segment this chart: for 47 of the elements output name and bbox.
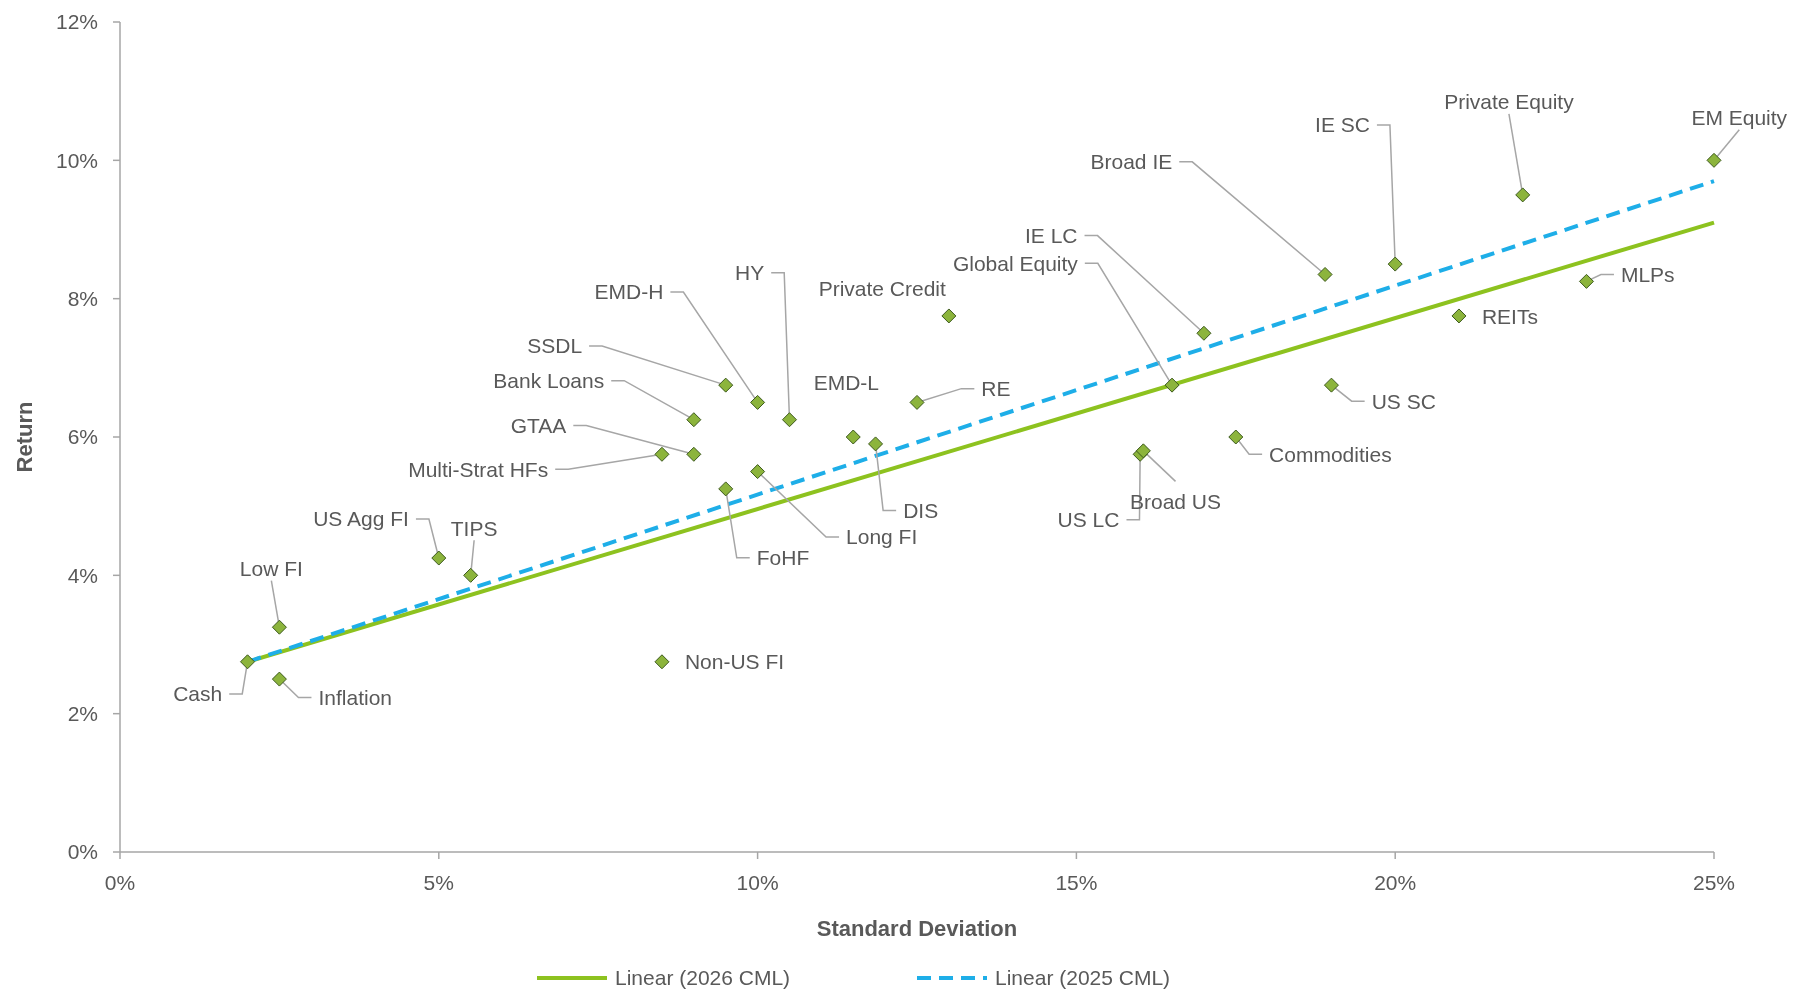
annotation: Long FI — [846, 525, 918, 549]
annotation: EMD-L — [813, 371, 880, 395]
annotation: EMD-H — [594, 280, 664, 304]
x-axis-title: Standard Deviation — [816, 916, 1018, 941]
y-axis-title: Return — [12, 401, 37, 473]
annotation: IE SC — [1315, 113, 1370, 137]
annotation: Broad US — [1130, 489, 1222, 513]
annotation: DIS — [903, 498, 939, 522]
annotation: EM Equity — [1691, 106, 1788, 130]
x-tick-label: 5% — [423, 871, 454, 894]
annotation: Bank Loans — [493, 368, 605, 392]
annotation: RE — [981, 376, 1011, 400]
annotation: HY — [735, 260, 765, 284]
legend-label: Linear (2026 CML) — [615, 966, 791, 990]
annotation: FoHF — [756, 546, 810, 570]
y-tick-label: 10% — [55, 148, 98, 172]
annotation: GTAA — [510, 413, 567, 437]
annotation: TIPS — [450, 516, 498, 540]
annotation: US SC — [1371, 389, 1436, 413]
annotation: IE LC — [1025, 223, 1078, 247]
annotation: Broad IE — [1090, 150, 1173, 174]
annotation: Global Equity — [952, 251, 1079, 275]
y-tick-label: 2% — [67, 702, 98, 726]
legend-label: Linear (2025 CML) — [995, 966, 1171, 990]
x-tick-label: 0% — [104, 871, 136, 894]
annotation: Non-US FI — [684, 650, 785, 674]
annotation: Commodities — [1269, 442, 1392, 466]
annotation: Private Credit — [818, 276, 946, 300]
annotation: US LC — [1057, 508, 1120, 532]
x-tick-label: 20% — [1374, 871, 1417, 894]
annotation: Private Equity — [1444, 90, 1575, 114]
annotation: Multi-Strat HFs — [408, 457, 549, 481]
x-tick-label: 25% — [1692, 871, 1736, 894]
annotation: US Agg FI — [313, 507, 409, 531]
annotation: MLPs — [1620, 262, 1675, 286]
annotation: REITs — [1481, 305, 1538, 329]
y-tick-label: 12% — [55, 10, 98, 34]
y-tick-label: 6% — [67, 425, 98, 449]
y-tick-label: 4% — [67, 563, 98, 587]
y-tick-label: 0% — [67, 840, 98, 864]
x-tick-label: 10% — [736, 871, 779, 894]
annotation: SSDL — [527, 334, 583, 358]
annotation: Inflation — [318, 685, 393, 709]
y-tick-label: 8% — [67, 287, 98, 311]
x-tick-label: 15% — [1055, 871, 1098, 894]
annotation: Low FI — [239, 556, 303, 580]
annotation: Cash — [173, 682, 223, 706]
